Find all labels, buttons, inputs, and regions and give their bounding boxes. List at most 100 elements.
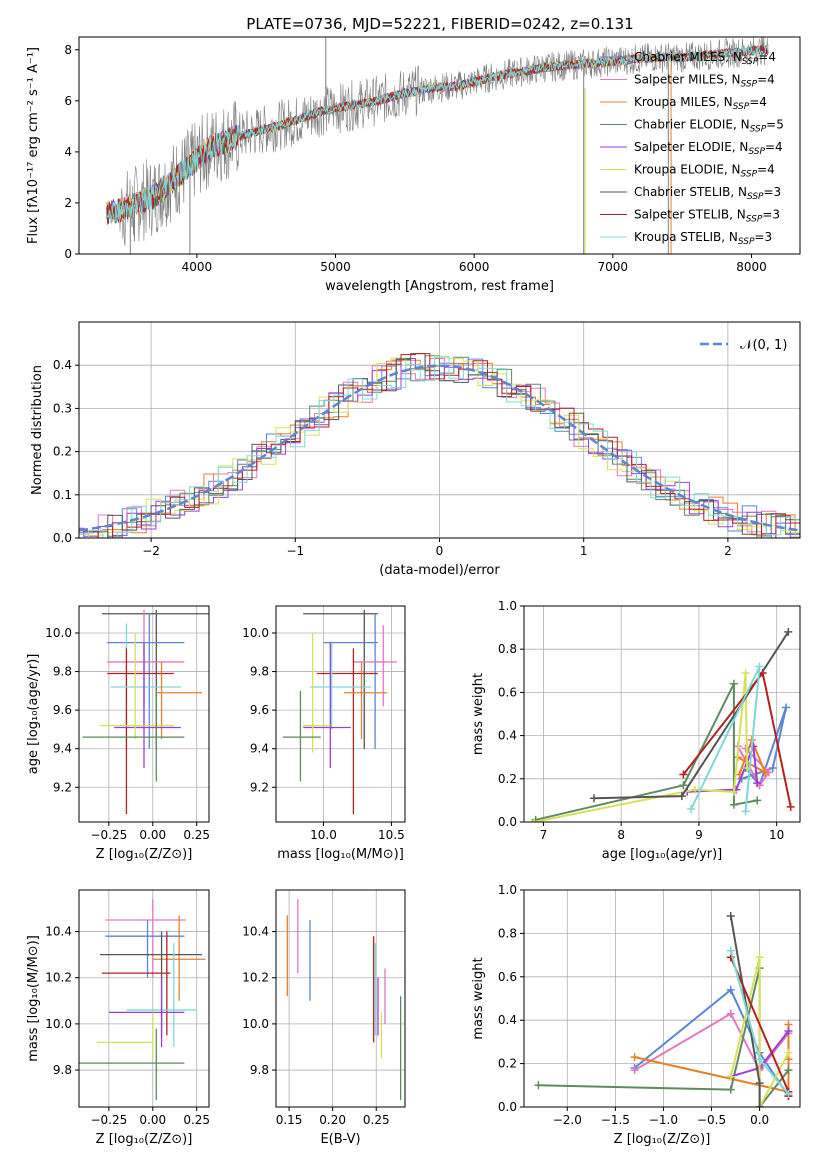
x-tick-label: −2	[142, 544, 160, 558]
y-axis-label: mass [log₁₀(M/M⊙)]	[26, 935, 41, 1062]
gaussian-curve	[79, 364, 800, 532]
weight-marker	[726, 946, 735, 955]
x-axis-label: Z [log₁₀(Z/Z⊙)]	[96, 1132, 193, 1147]
x-tick-label: 10.5	[378, 828, 405, 842]
weight-marker	[755, 953, 764, 962]
y-tick-label: 0.0	[498, 1100, 517, 1114]
axes-frame	[78, 605, 210, 823]
weight-marker	[753, 779, 762, 788]
y-tick-label: 0	[64, 247, 72, 261]
x-tick-label: −0.25	[90, 828, 127, 842]
weight-marker	[679, 770, 688, 779]
residuals-panel: −2 −1 0 1 2 0.0 0.1 0.2 0.3 0.4 (data-model)/error…	[30, 321, 801, 578]
y-tick-label: 0.4	[498, 1013, 517, 1027]
y-tick-label: 9.6	[250, 703, 269, 717]
y-tick-label: 9.2	[53, 780, 72, 794]
axes-frame	[275, 605, 406, 823]
weight_vs_Z-panel: −2.0 −1.5 −1.0 −0.5 0.0 0.0 0.2 0.4 0.6 0.8 1.0 Z […	[471, 883, 801, 1147]
x-tick-label: 10	[769, 828, 784, 842]
axes-frame	[78, 36, 801, 255]
x-tick-label: 0.25	[183, 828, 210, 842]
residuals-data	[79, 353, 800, 538]
y-tick-label: 0.3	[53, 401, 72, 415]
legend-label: Salpeter STELIB, NSSP=3	[634, 208, 780, 225]
weight-line	[533, 672, 749, 822]
y-tick-label: 6	[64, 94, 72, 108]
x-tick-label: 2	[724, 544, 732, 558]
weight-marker	[782, 703, 791, 712]
y-tick-label: 9.8	[53, 1063, 72, 1077]
y-tick-label: 9.4	[250, 742, 269, 756]
y-tick-label: 10.2	[45, 971, 72, 985]
weight-marker	[729, 787, 738, 796]
legend-label: Kroupa STELIB, NSSP=3	[634, 230, 772, 247]
y-tick-label: 0.0	[53, 531, 72, 545]
y-tick-label: 0.6	[498, 970, 517, 984]
x-tick-label: 0	[436, 544, 444, 558]
y-axis-label: mass weight	[471, 673, 486, 755]
age_vs_mass-data	[282, 609, 397, 815]
weight-marker	[691, 785, 700, 794]
weight-marker	[755, 1055, 764, 1064]
weight-marker	[726, 1009, 735, 1018]
x-tick-label: −1.0	[649, 1113, 678, 1127]
y-tick-label: 9.6	[53, 703, 72, 717]
observed-spectrum	[106, 37, 769, 246]
weight-marker	[784, 1048, 793, 1057]
x-tick-label: 7	[540, 828, 548, 842]
weight-line	[729, 957, 790, 1107]
y-tick-label: 0.2	[498, 1057, 517, 1071]
legend-label: Kroupa ELODIE, NSSP=4	[634, 163, 775, 180]
x-tick-label: 0.25	[363, 1113, 390, 1127]
y-tick-label: 10.2	[242, 971, 269, 985]
weight-marker	[784, 1089, 793, 1098]
weight-line	[729, 915, 761, 1107]
age_vs_mass-panel: 10.0 10.5 9.2 9.4 9.6 9.8 10.0 mass [log₁₀(M/M⊙…	[242, 605, 406, 862]
y-tick-label: 8	[64, 43, 72, 57]
age_vs_Z-data	[82, 609, 209, 815]
x-axis-label: E(B-V)	[320, 1132, 360, 1147]
y-tick-label: 10.0	[45, 626, 72, 640]
weight-marker	[726, 1072, 735, 1081]
y-tick-label: 0.6	[498, 685, 517, 699]
weight-marker	[630, 1053, 639, 1062]
x-axis-label: Z [log₁₀(Z/Z⊙)]	[96, 847, 193, 862]
axes-frame	[523, 889, 801, 1108]
axes-frame	[275, 889, 406, 1108]
weight-marker	[761, 768, 770, 777]
weight-line	[634, 1012, 790, 1072]
weight-marker	[755, 1079, 764, 1088]
weight-marker	[630, 1066, 639, 1075]
y-tick-label: 10.0	[242, 1017, 269, 1031]
x-tick-label: 1	[580, 544, 588, 558]
x-tick-label: −0.25	[90, 1113, 127, 1127]
mass_vs_EBV-data	[286, 899, 402, 1101]
legend-label: 𝒩(0, 1)	[740, 338, 787, 353]
y-tick-label: 0.2	[498, 772, 517, 786]
weight-marker	[726, 1085, 735, 1094]
weight-marker	[729, 800, 738, 809]
weight-marker	[755, 1103, 764, 1107]
mass_vs_EBV-panel: 0.15 0.20 0.25 9.8 10.0 10.2 10.4 E(B-V)	[242, 889, 406, 1147]
spectrum-panel: 4000 5000 6000 7000 8000 0 2 4 6 8 wavelength [Ang…	[26, 36, 801, 294]
weight_vs_age-panel: 7 8 9 10 0.0 0.2 0.4 0.6 0.8 1.0 age [log₁₀(age/yr…	[471, 599, 801, 862]
legend-label: Chabrier MILES, NSSP=4	[634, 50, 776, 67]
x-tick-label: −1	[286, 544, 304, 558]
age_vs_Z-panel: −0.25 0.00 0.25 9.2 9.4 9.6 9.8 10.0 Z [log₁₀(Z/…	[26, 605, 210, 862]
weight-marker	[749, 742, 758, 751]
y-tick-label: 10.0	[45, 1017, 72, 1031]
figure-title: PLATE=0736, MJD=52221, FIBERID=0242, z=0…	[246, 15, 633, 33]
x-tick-label: 0.0	[750, 1113, 769, 1127]
x-tick-label: −2.0	[553, 1113, 582, 1127]
x-tick-label: −1.5	[601, 1113, 630, 1127]
axes-frame	[523, 605, 801, 823]
x-tick-label: 8	[617, 828, 625, 842]
x-tick-label: 8000	[736, 260, 767, 274]
weight-marker	[589, 794, 598, 803]
y-tick-label: 0.0	[498, 815, 517, 829]
legend-label: Kroupa MILES, NSSP=4	[634, 95, 767, 112]
y-tick-label: 0.4	[498, 729, 517, 743]
weight-marker	[679, 781, 688, 790]
weight-marker	[758, 668, 767, 677]
y-tick-label: 0.8	[498, 642, 517, 656]
